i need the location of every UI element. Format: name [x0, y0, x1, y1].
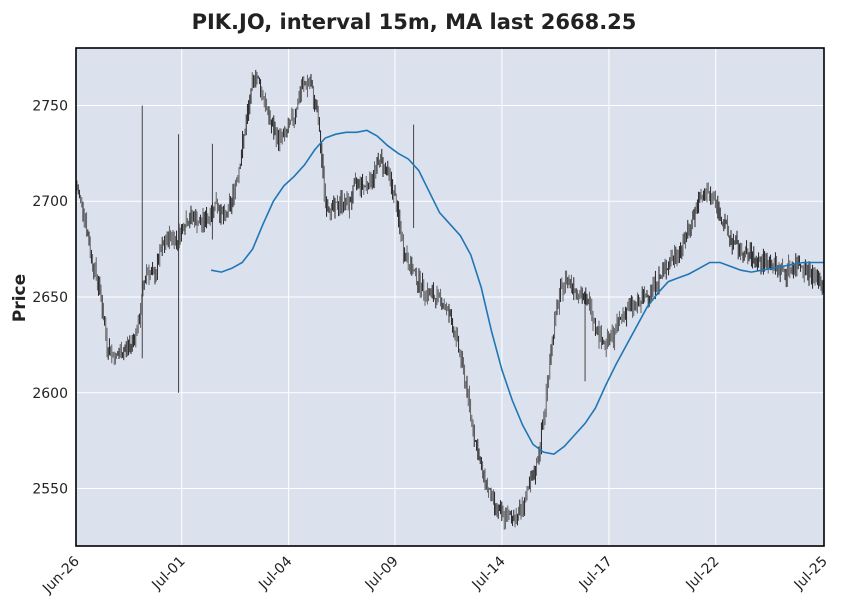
x-tick-label-3: Jul-09 [362, 554, 402, 594]
x-tick-label-4: Jul-14 [469, 553, 509, 593]
x-tick-label-0: Jun-26 [39, 553, 83, 597]
x-tick-label-7: Jul-25 [791, 554, 831, 594]
y-tick-label-2: 2650 [32, 290, 68, 306]
y-tick-label-0: 2550 [32, 482, 68, 498]
chart-title: PIK.JO, interval 15m, MA last 2668.25 [192, 10, 637, 34]
plot-frame [75, 47, 825, 547]
x-tick-label-6: Jul-22 [682, 554, 722, 594]
y-tick-label-3: 2700 [32, 194, 68, 210]
x-tick-label-2: Jul-04 [255, 553, 295, 593]
x-tick-label-5: Jul-17 [576, 554, 616, 594]
price-bars [76, 69, 824, 530]
y-axis-label: Price [10, 274, 30, 322]
x-axis-ticks: Jun-26 Jul-01 Jul-04 Jul-09 Jul-14 Jul-17 Jul-… [39, 553, 831, 597]
grid-lines [75, 48, 825, 546]
y-axis-ticks: 2550 2600 2650 2700 2750 [32, 98, 68, 497]
moving-average-line [210, 129, 824, 455]
y-tick-label-1: 2600 [32, 386, 68, 402]
y-tick-label-4: 2750 [32, 98, 68, 114]
moving-average-layer [210, 129, 824, 455]
x-tick-label-1: Jul-01 [148, 554, 188, 594]
